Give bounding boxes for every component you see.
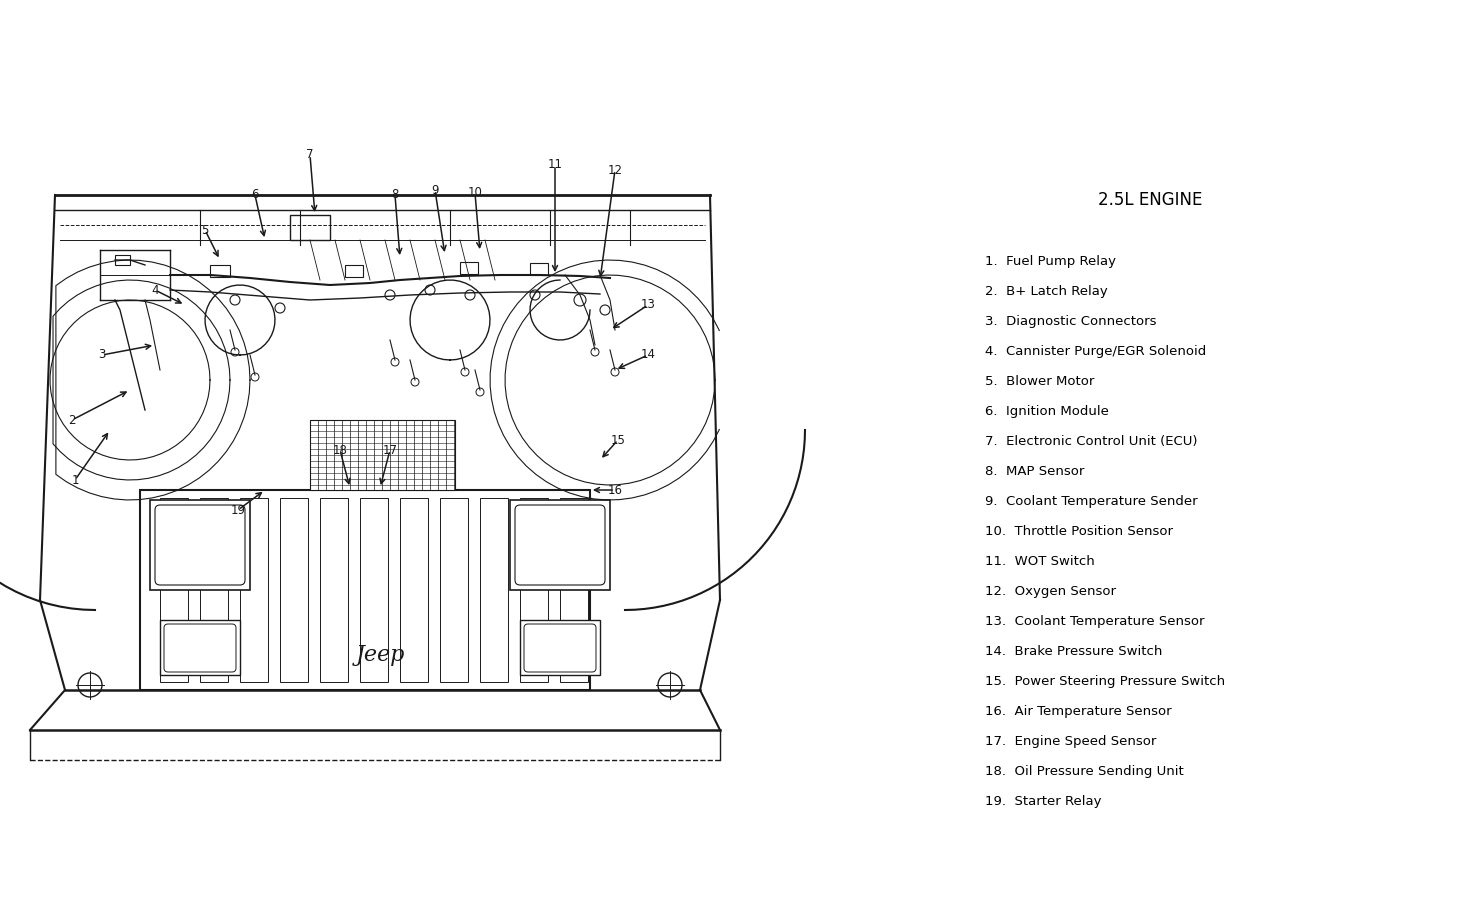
Text: 3: 3 bbox=[98, 349, 105, 361]
Bar bbox=[461, 262, 478, 274]
Text: 5: 5 bbox=[201, 224, 208, 236]
Text: 19.  Starter Relay: 19. Starter Relay bbox=[986, 795, 1101, 808]
Circle shape bbox=[658, 673, 682, 697]
Text: 17.  Engine Speed Sensor: 17. Engine Speed Sensor bbox=[986, 735, 1156, 748]
Text: 14: 14 bbox=[640, 349, 656, 361]
Circle shape bbox=[601, 305, 609, 315]
Circle shape bbox=[77, 673, 102, 697]
Text: 12.  Oxygen Sensor: 12. Oxygen Sensor bbox=[986, 585, 1115, 598]
Bar bbox=[210, 265, 230, 277]
Bar bbox=[311, 420, 455, 490]
Bar bbox=[531, 263, 548, 275]
Circle shape bbox=[276, 303, 284, 313]
Circle shape bbox=[230, 295, 241, 305]
FancyBboxPatch shape bbox=[523, 624, 596, 672]
Text: Jeep: Jeep bbox=[356, 644, 405, 666]
Text: 13: 13 bbox=[640, 298, 656, 312]
Text: 9.  Coolant Temperature Sender: 9. Coolant Temperature Sender bbox=[986, 495, 1197, 508]
Bar bbox=[480, 498, 507, 682]
Circle shape bbox=[251, 373, 260, 381]
Bar bbox=[521, 498, 548, 682]
Text: 17: 17 bbox=[382, 444, 398, 457]
Circle shape bbox=[411, 378, 418, 386]
Text: 7.  Electronic Control Unit (ECU): 7. Electronic Control Unit (ECU) bbox=[986, 435, 1197, 448]
Bar bbox=[440, 498, 468, 682]
Text: 11.  WOT Switch: 11. WOT Switch bbox=[986, 555, 1095, 568]
Text: 2.  B+ Latch Relay: 2. B+ Latch Relay bbox=[986, 285, 1108, 298]
Text: 18: 18 bbox=[332, 444, 347, 457]
Text: 10.  Throttle Position Sensor: 10. Throttle Position Sensor bbox=[986, 525, 1174, 538]
Text: 15: 15 bbox=[611, 433, 625, 447]
Circle shape bbox=[574, 294, 586, 306]
Circle shape bbox=[475, 388, 484, 396]
Text: 16: 16 bbox=[608, 484, 623, 496]
Text: 1.  Fuel Pump Relay: 1. Fuel Pump Relay bbox=[986, 255, 1115, 268]
Circle shape bbox=[531, 290, 539, 300]
Text: 3.  Diagnostic Connectors: 3. Diagnostic Connectors bbox=[986, 315, 1156, 328]
Bar bbox=[399, 498, 429, 682]
Circle shape bbox=[391, 358, 399, 366]
Circle shape bbox=[461, 368, 469, 376]
Text: 9: 9 bbox=[432, 184, 439, 197]
Bar bbox=[360, 498, 388, 682]
Text: 19: 19 bbox=[230, 504, 245, 516]
Text: 12: 12 bbox=[608, 163, 623, 177]
Bar bbox=[160, 498, 188, 682]
Circle shape bbox=[230, 348, 239, 356]
Text: 6.  Ignition Module: 6. Ignition Module bbox=[986, 405, 1110, 418]
Text: 1: 1 bbox=[71, 474, 79, 487]
Text: 15.  Power Steering Pressure Switch: 15. Power Steering Pressure Switch bbox=[986, 675, 1225, 688]
Circle shape bbox=[465, 290, 475, 300]
Bar bbox=[560, 498, 588, 682]
Circle shape bbox=[424, 285, 434, 295]
Text: 2: 2 bbox=[69, 413, 76, 427]
Circle shape bbox=[611, 368, 620, 376]
Bar bbox=[241, 498, 268, 682]
FancyBboxPatch shape bbox=[163, 624, 236, 672]
Text: 4.  Cannister Purge/EGR Solenoid: 4. Cannister Purge/EGR Solenoid bbox=[986, 345, 1206, 358]
FancyBboxPatch shape bbox=[515, 505, 605, 585]
Bar bbox=[140, 490, 590, 690]
Text: 8: 8 bbox=[391, 188, 398, 201]
Bar bbox=[521, 620, 601, 675]
Bar bbox=[346, 265, 363, 277]
Text: 5.  Blower Motor: 5. Blower Motor bbox=[986, 375, 1095, 388]
Bar bbox=[280, 498, 308, 682]
Circle shape bbox=[385, 290, 395, 300]
Bar bbox=[510, 500, 609, 590]
Text: 18.  Oil Pressure Sending Unit: 18. Oil Pressure Sending Unit bbox=[986, 765, 1184, 778]
Text: 8.  MAP Sensor: 8. MAP Sensor bbox=[986, 465, 1085, 478]
Bar bbox=[319, 498, 348, 682]
FancyBboxPatch shape bbox=[155, 505, 245, 585]
Text: 2.5L ENGINE: 2.5L ENGINE bbox=[1098, 191, 1203, 209]
Text: 7: 7 bbox=[306, 149, 313, 161]
Bar bbox=[150, 500, 249, 590]
Bar bbox=[200, 498, 227, 682]
Text: 14.  Brake Pressure Switch: 14. Brake Pressure Switch bbox=[986, 645, 1162, 658]
Text: 4: 4 bbox=[152, 284, 159, 296]
Text: 6: 6 bbox=[251, 188, 258, 201]
Text: 10: 10 bbox=[468, 187, 483, 199]
Bar bbox=[290, 215, 330, 240]
Text: 11: 11 bbox=[548, 159, 563, 171]
Text: 16.  Air Temperature Sensor: 16. Air Temperature Sensor bbox=[986, 705, 1172, 718]
Bar bbox=[160, 620, 241, 675]
Bar bbox=[115, 255, 130, 265]
Text: 13.  Coolant Temperature Sensor: 13. Coolant Temperature Sensor bbox=[986, 615, 1204, 628]
Circle shape bbox=[590, 348, 599, 356]
